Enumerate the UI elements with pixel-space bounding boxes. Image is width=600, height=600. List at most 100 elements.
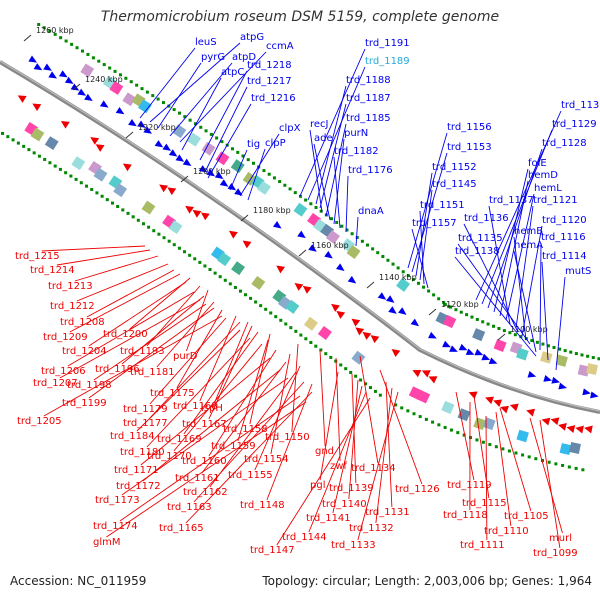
reverse-gene-label[interactable]: trd_1132	[349, 523, 394, 534]
forward-gene-label[interactable]: clpX	[279, 123, 301, 134]
forward-gene-label[interactable]: dnaA	[358, 206, 384, 217]
forward-gene-label[interactable]: trd_1217	[247, 76, 292, 87]
forward-gene-label[interactable]: trd_1153	[447, 142, 492, 153]
forward-gene-label[interactable]: mutS	[565, 266, 591, 277]
reverse-gene-label[interactable]: zwf	[330, 461, 347, 472]
forward-gene-label[interactable]: ccmA	[266, 41, 294, 52]
forward-gene-label[interactable]: trd_1151	[420, 200, 465, 211]
forward-gene-label[interactable]: trd_1182	[334, 146, 379, 157]
forward-gene-label[interactable]: trd_1128	[542, 138, 587, 149]
reverse-gene-label[interactable]: glmM	[93, 537, 121, 548]
reverse-gene-label[interactable]: trd_1155	[228, 470, 273, 481]
forward-gene-label[interactable]: trd_1188	[346, 75, 391, 86]
reverse-gene-label[interactable]: trd_1212	[50, 301, 95, 312]
reverse-gene-label[interactable]: trd_1163	[167, 502, 212, 513]
reverse-gene-label[interactable]: trd_1134	[351, 463, 396, 474]
forward-gene-label[interactable]: leuS	[195, 37, 217, 48]
forward-gene-label[interactable]: clpP	[265, 138, 286, 149]
forward-gene-label[interactable]: trd_1176	[348, 165, 393, 176]
reverse-gene-label[interactable]: pgl	[310, 480, 325, 491]
reverse-gene-label[interactable]: trd_1105	[504, 511, 549, 522]
reverse-gene-label[interactable]: trd_1214	[30, 265, 75, 276]
reverse-gene-label[interactable]: trd_1199	[62, 398, 107, 409]
reverse-gene-label[interactable]: trd_1111	[460, 540, 505, 551]
reverse-gene-label[interactable]: trd_1162	[183, 487, 228, 498]
forward-gene-label[interactable]: trd_1130	[561, 100, 600, 111]
forward-gene-label[interactable]: trd_1116	[541, 232, 586, 243]
reverse-gene-label[interactable]: trd_1177	[123, 418, 168, 429]
reverse-gene-label[interactable]: trd_1206	[41, 366, 86, 377]
reverse-gene-label[interactable]: trd_1168	[173, 401, 218, 412]
reverse-gene-label[interactable]: ispH	[201, 403, 223, 414]
reverse-gene-label[interactable]: trd_1140	[322, 499, 367, 510]
reverse-gene-label[interactable]: trd_1161	[175, 473, 220, 484]
forward-gene-label[interactable]: trd_1120	[542, 215, 587, 226]
forward-gene-label[interactable]: trd_1135	[458, 233, 503, 244]
reverse-gene-label[interactable]: trd_1131	[365, 507, 410, 518]
forward-gene-label[interactable]: trd_1187	[346, 93, 391, 104]
reverse-gene-label[interactable]: trd_1158	[223, 424, 268, 435]
reverse-gene-label[interactable]: trd_1150	[265, 432, 310, 443]
forward-gene-label[interactable]: trd_1136	[464, 213, 509, 224]
reverse-gene-label[interactable]: trd_1110	[484, 526, 529, 537]
forward-gene-label[interactable]: trd_1216	[251, 93, 296, 104]
forward-gene-label[interactable]: atpD	[232, 52, 256, 63]
reverse-gene-label[interactable]: trd_1139	[329, 483, 374, 494]
forward-gene-label[interactable]: atpG	[240, 32, 264, 43]
reverse-gene-label[interactable]: trd_1165	[159, 523, 204, 534]
reverse-gene-label[interactable]: trd_1118	[443, 510, 488, 521]
reverse-gene-label[interactable]: trd_1180	[120, 447, 165, 458]
forward-gene-label[interactable]: trd_1191	[365, 38, 410, 49]
reverse-gene-label[interactable]: trd_1159	[211, 441, 256, 452]
forward-gene-label[interactable]: trd_1185	[346, 113, 391, 124]
forward-gene-label[interactable]: trd_1189	[365, 56, 410, 67]
reverse-gene-label[interactable]: trd_1144	[282, 532, 327, 543]
forward-gene-label[interactable]: pyrG	[201, 52, 225, 63]
reverse-gene-label[interactable]: trd_1171	[114, 465, 159, 476]
reverse-gene-label[interactable]: trd_1170	[147, 451, 192, 462]
reverse-gene-label[interactable]: trd_1133	[331, 540, 376, 551]
forward-gene-label[interactable]: trd_1138	[455, 246, 500, 257]
forward-gene-label[interactable]: purN	[344, 128, 368, 139]
forward-gene-label[interactable]: hemL	[534, 183, 562, 194]
reverse-gene-label[interactable]: trd_1147	[250, 545, 295, 556]
forward-gene-label[interactable]: trd_1152	[432, 162, 477, 173]
reverse-gene-label[interactable]: trd_1160	[182, 456, 227, 467]
reverse-gene-label[interactable]: trd_1179	[123, 404, 168, 415]
reverse-gene-label[interactable]: trd_1172	[116, 481, 161, 492]
reverse-gene-label[interactable]: trd_1198	[67, 380, 112, 391]
reverse-gene-label[interactable]: trd_1119	[447, 480, 492, 491]
forward-gene-label[interactable]: folE	[528, 158, 547, 169]
reverse-gene-label[interactable]: trd_1200	[103, 329, 148, 340]
reverse-gene-label[interactable]: trd_1115	[462, 498, 507, 509]
forward-gene-label[interactable]: ade	[314, 133, 333, 144]
reverse-gene-label[interactable]: trd_1169	[157, 434, 202, 445]
reverse-gene-label[interactable]: trd_1209	[43, 332, 88, 343]
forward-gene-label[interactable]: trd_1129	[552, 119, 597, 130]
reverse-gene-label[interactable]: trd_1173	[95, 495, 140, 506]
forward-gene-label[interactable]: trd_1157	[412, 218, 457, 229]
reverse-gene-label[interactable]: trd_1184	[110, 431, 155, 442]
reverse-gene-label[interactable]: trd_1196	[95, 364, 140, 375]
forward-gene-label[interactable]: trd_1114	[542, 251, 587, 262]
forward-gene-label[interactable]: atpC	[221, 67, 244, 78]
reverse-gene-label[interactable]: purD	[173, 351, 198, 362]
reverse-gene-label[interactable]: trd_1148	[240, 500, 285, 511]
forward-gene-label[interactable]: tig	[247, 139, 260, 150]
reverse-gene-label[interactable]: trd_1141	[306, 513, 351, 524]
forward-gene-label[interactable]: trd_1121	[533, 195, 578, 206]
reverse-gene-label[interactable]: trd_1181	[130, 367, 175, 378]
reverse-gene-label[interactable]: trd_1154	[244, 454, 289, 465]
reverse-gene-label[interactable]: trd_1208	[60, 317, 105, 328]
forward-gene-label[interactable]: hemB	[514, 226, 543, 237]
reverse-gene-label[interactable]: trd_1215	[15, 251, 60, 262]
reverse-gene-label[interactable]: trd_1213	[48, 281, 93, 292]
reverse-gene-label[interactable]: trd_1099	[533, 548, 578, 559]
forward-gene-label[interactable]: trd_1137	[489, 195, 534, 206]
reverse-gene-label[interactable]: murl	[549, 533, 572, 544]
forward-gene-label[interactable]: trd_1145	[432, 179, 477, 190]
reverse-gene-label[interactable]: trd_1205	[17, 416, 62, 427]
forward-gene-label[interactable]: trd_1218	[247, 60, 292, 71]
forward-gene-label[interactable]: hemA	[514, 240, 543, 251]
reverse-gene-label[interactable]: trd_1174	[93, 521, 138, 532]
